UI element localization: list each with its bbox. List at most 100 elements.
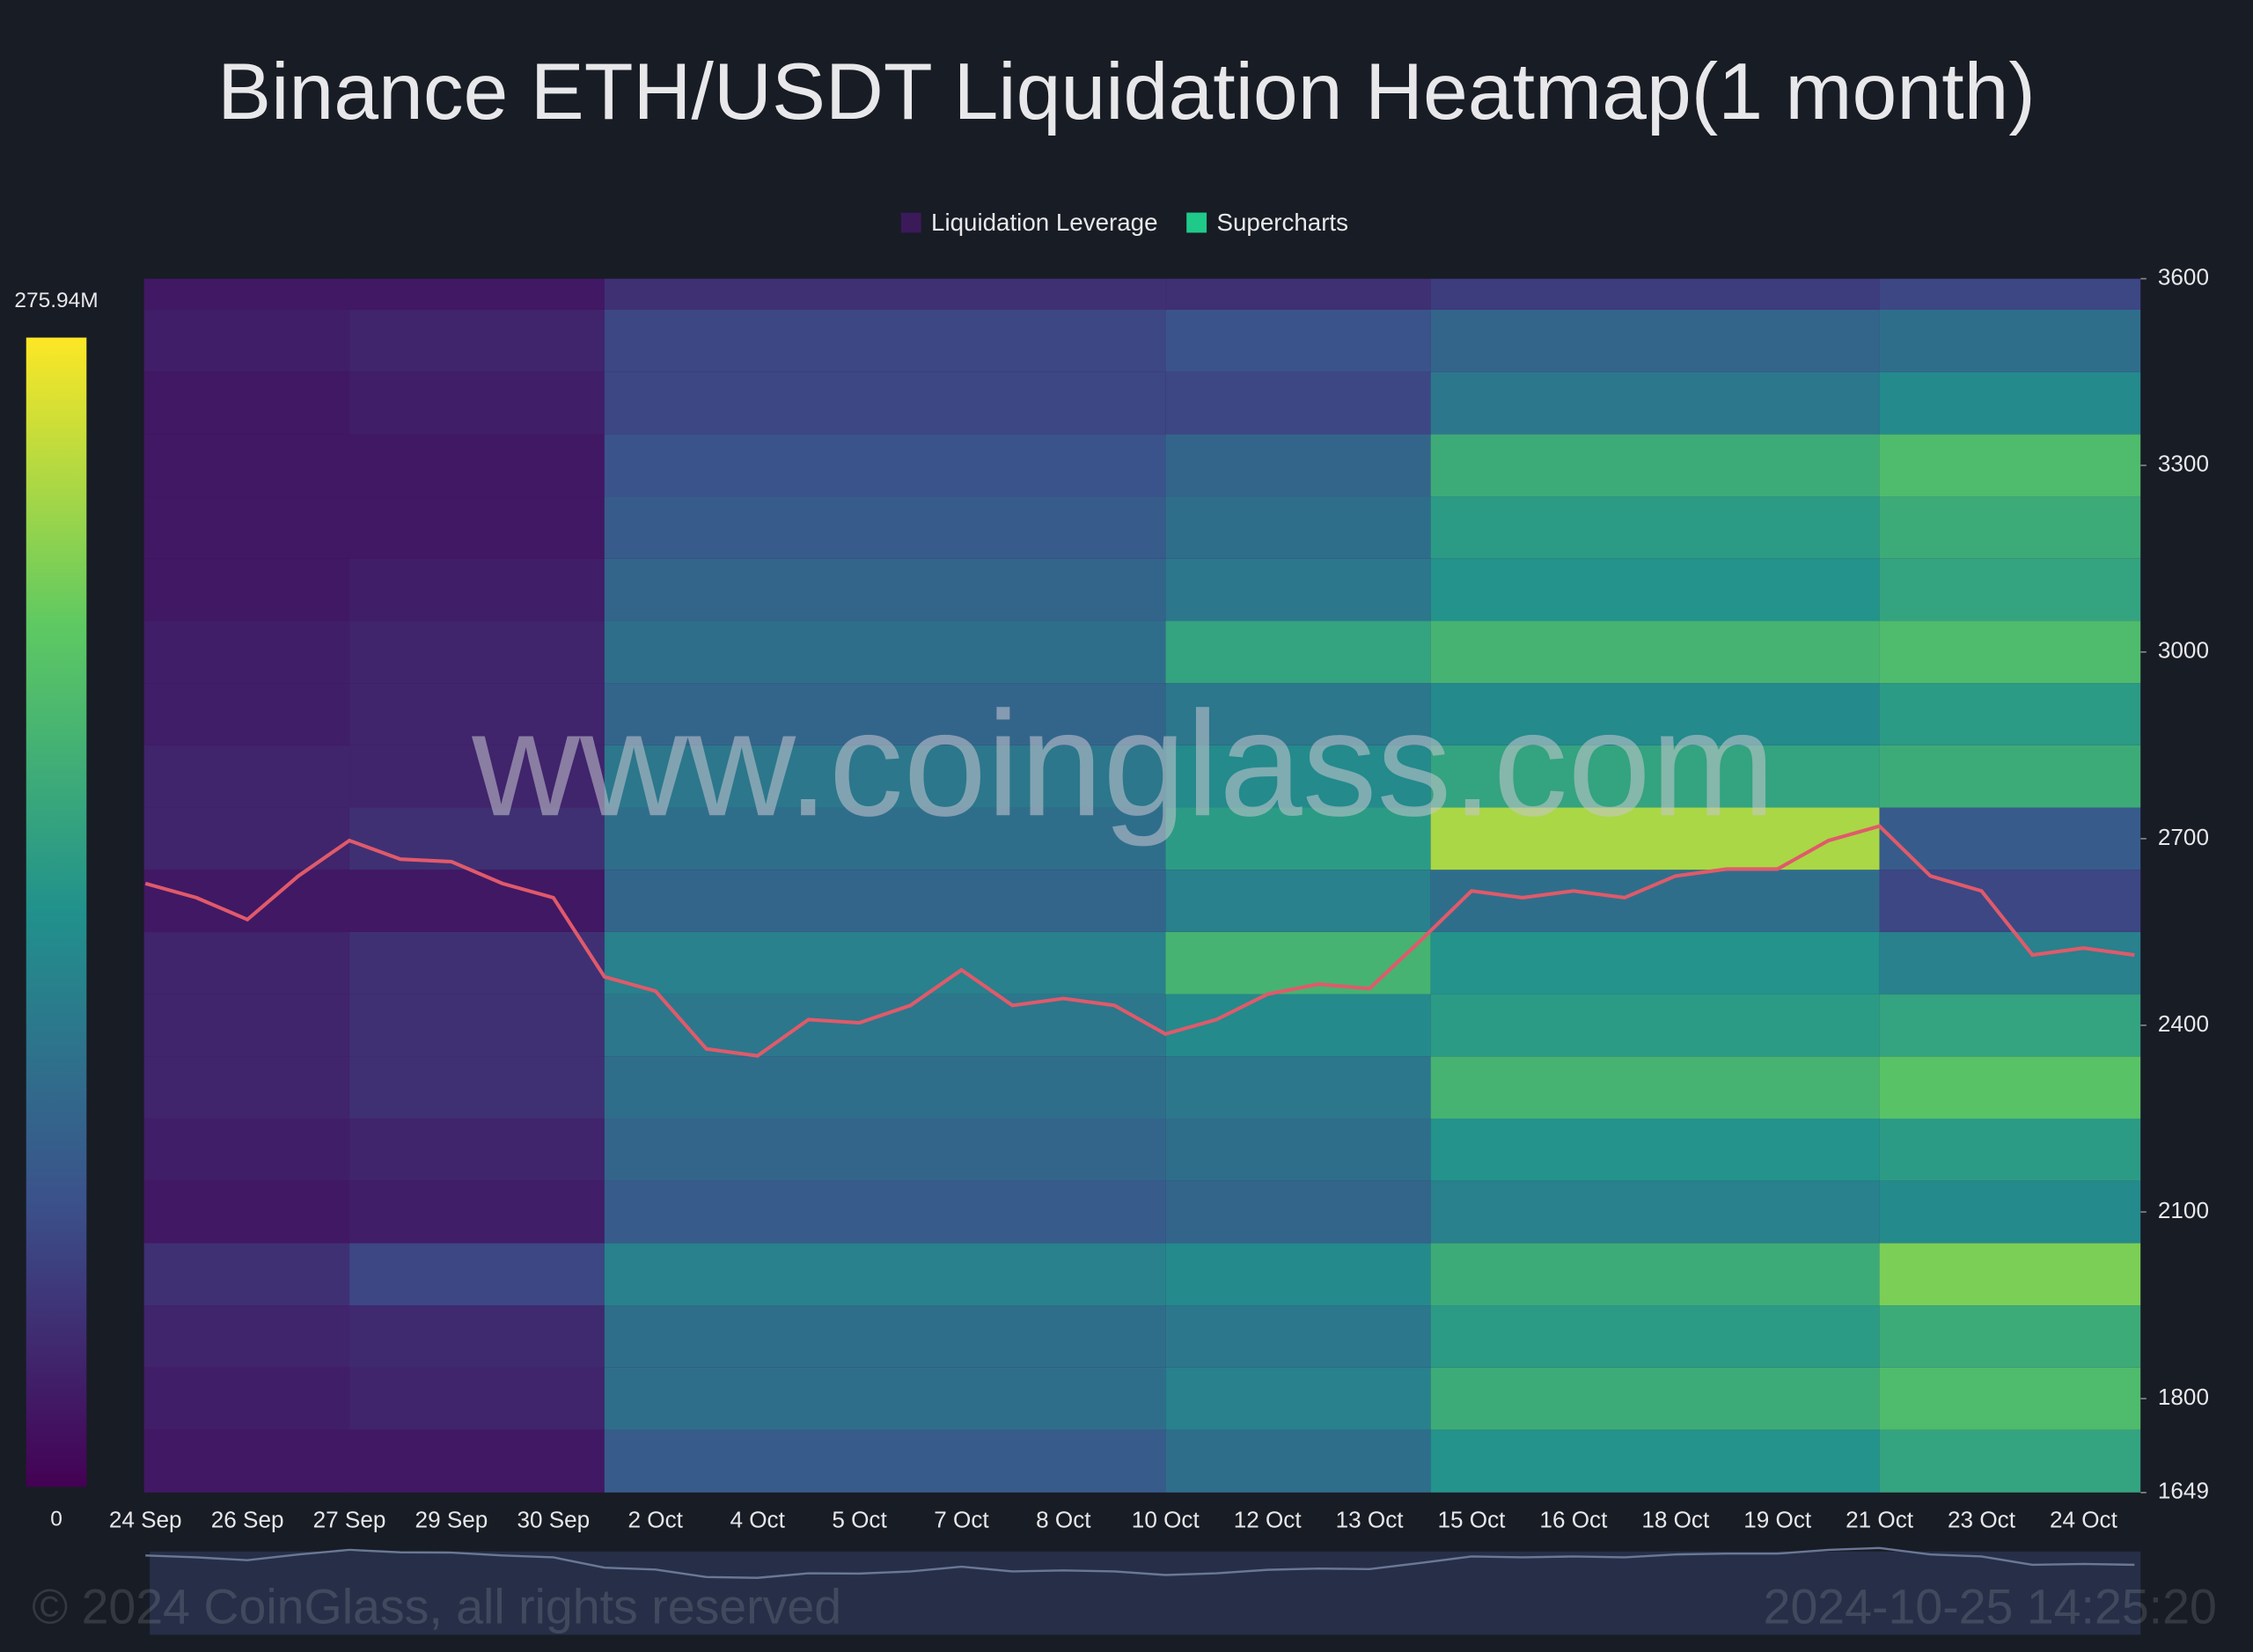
heat-cell [1879, 496, 2141, 559]
x-tick-label: 19 Oct [1743, 1506, 1812, 1532]
heat-cell [1879, 683, 2141, 745]
heat-cell [1165, 1429, 1431, 1493]
heat-cell [1430, 1056, 1880, 1119]
heat-cell [349, 1367, 605, 1430]
heat-cell [143, 870, 350, 932]
heat-cell [1879, 1118, 2141, 1181]
heat-cell [1879, 1429, 2141, 1493]
heat-cell [1879, 434, 2141, 497]
heat-cell [1430, 620, 1880, 684]
heat-cell [143, 1056, 350, 1119]
heat-cell [143, 683, 350, 745]
x-tick-label: 30 Sep [517, 1506, 590, 1532]
x-tick-label: 7 Oct [934, 1506, 989, 1532]
color-bar [26, 337, 87, 1487]
timestamp: 2024-10-25 14:25:20 [1764, 1579, 2217, 1634]
heat-cell [1430, 558, 1880, 621]
heat-cell [1879, 745, 2141, 808]
heat-cell [1165, 683, 1431, 745]
heat-cell [349, 807, 605, 870]
x-tick-label: 16 Oct [1539, 1506, 1608, 1532]
heat-cell [349, 620, 605, 684]
x-tick-label: 18 Oct [1641, 1506, 1710, 1532]
heat-cell [604, 620, 1166, 684]
heat-cell [1879, 931, 2141, 995]
heat-cell [604, 1180, 1166, 1244]
navigator [150, 1551, 2141, 1635]
heat-cell [1165, 309, 1431, 372]
heat-cell [1430, 1305, 1880, 1368]
heat-cell [604, 870, 1166, 932]
heat-cell [143, 745, 350, 808]
heat-cell [604, 745, 1166, 808]
heatmap [143, 278, 2141, 1493]
heat-cell [1430, 870, 1880, 932]
heat-cell [1879, 994, 2141, 1057]
heat-cell [349, 278, 605, 310]
heat-cell [349, 558, 605, 621]
heat-cell [143, 1243, 350, 1306]
y-tick-label: 1800 [2158, 1384, 2209, 1410]
heat-cell [1430, 1243, 1880, 1306]
heat-cell [1430, 994, 1880, 1057]
heat-cell [349, 745, 605, 808]
heat-cell [1879, 1367, 2141, 1430]
heat-cell [143, 558, 350, 621]
heat-cell [1879, 1180, 2141, 1244]
colorbar-label: 0 [50, 1507, 62, 1531]
heat-cell [349, 683, 605, 745]
heat-cell [1430, 931, 1880, 995]
heat-cell [604, 1367, 1166, 1430]
heat-cell [1879, 371, 2141, 435]
x-tick-label: 24 Oct [2050, 1506, 2118, 1532]
heat-cell [349, 1056, 605, 1119]
heat-cell [143, 1367, 350, 1430]
heat-cell [604, 434, 1166, 497]
x-tick-label: 4 Oct [730, 1506, 785, 1532]
legend-swatch [900, 212, 921, 233]
x-tick-label: 27 Sep [313, 1506, 386, 1532]
heat-cell [1165, 1243, 1431, 1306]
heat-cell [349, 870, 605, 932]
heat-cell [1430, 1118, 1880, 1181]
x-tick-label: 26 Sep [211, 1506, 284, 1532]
heat-cell [604, 371, 1166, 435]
heat-cell [604, 807, 1166, 870]
heat-cell [349, 1243, 605, 1306]
heat-cell [1165, 1305, 1431, 1368]
x-tick-label: 23 Oct [1948, 1506, 2016, 1532]
heat-cell [1165, 1118, 1431, 1181]
heat-cell [349, 1180, 605, 1244]
heat-cell [1165, 496, 1431, 559]
y-tick-label: 3300 [2158, 451, 2209, 477]
heat-cell [604, 994, 1166, 1057]
heat-cell [143, 1305, 350, 1368]
x-tick-label: 21 Oct [1846, 1506, 1914, 1532]
heat-cell [1165, 931, 1431, 995]
heat-cell [349, 434, 605, 497]
heat-cell [604, 278, 1166, 310]
heat-cell [1165, 371, 1431, 435]
y-tick-label: 2100 [2158, 1197, 2209, 1223]
heat-cell [143, 994, 350, 1057]
heat-cell [143, 931, 350, 995]
heat-cell [1165, 994, 1431, 1057]
heat-cell [1165, 620, 1431, 684]
x-tick-label: 24 Sep [109, 1506, 182, 1532]
heat-cell [1879, 1243, 2141, 1306]
heat-cell [604, 683, 1166, 745]
heat-cell [1430, 1180, 1880, 1244]
heat-cell [1430, 1367, 1880, 1430]
legend-label: Supercharts [1216, 209, 1348, 236]
heat-cell [1165, 558, 1431, 621]
y-tick-label: 3600 [2158, 264, 2209, 290]
heat-cell [1430, 745, 1880, 808]
heat-cell [349, 1429, 605, 1493]
heat-cell [1430, 371, 1880, 435]
heat-cell [1879, 870, 2141, 932]
heat-cell [349, 1305, 605, 1368]
heat-cell [1879, 1305, 2141, 1368]
heat-cell [1879, 558, 2141, 621]
heat-cell [1430, 683, 1880, 745]
